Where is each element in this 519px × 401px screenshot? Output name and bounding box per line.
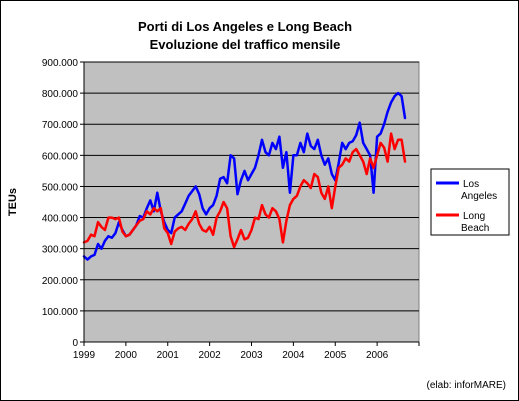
x-tick-label: 2003 (240, 350, 263, 361)
x-tick-label: 2006 (366, 350, 389, 361)
legend: Los Angeles Long Beach (430, 168, 510, 236)
chart-title: Porti di Los Angeles e Long Beach (138, 19, 352, 34)
y-tick-label: 500.000 (42, 182, 79, 193)
x-tick-label: 2004 (282, 350, 305, 361)
legend-label-los-angeles: Los Angeles (461, 179, 497, 202)
x-tick-label: 2005 (324, 350, 347, 361)
series-line-long-beach (82, 132, 407, 249)
credit-note: (elab: inforMARE) (427, 380, 506, 391)
y-tick-label: 400.000 (42, 214, 79, 225)
x-tick-label: 2001 (157, 350, 180, 361)
y-tick-label: 800.000 (42, 89, 79, 100)
y-tick-label: 900.000 (42, 58, 79, 69)
y-tick-label: 100.000 (42, 307, 79, 318)
x-tick-label: 2000 (115, 350, 138, 361)
y-tick-label: 700.000 (42, 120, 79, 131)
x-tick-label: 1999 (73, 350, 96, 361)
x-tick-label: 2002 (199, 350, 222, 361)
legend-label-long-beach: Long Beach (461, 211, 489, 234)
plot-area (83, 61, 420, 343)
series-layer (82, 91, 407, 261)
legend-box (430, 168, 510, 236)
grid-lines (84, 61, 419, 312)
y-tick-label: 0 (72, 338, 78, 349)
y-axis-label: TEUs (7, 188, 19, 216)
y-tick-label: 600.000 (42, 151, 79, 162)
axes: 0 100.000 200.000 300.000 400.000 500.000 600.… (42, 58, 420, 361)
y-tick-label: 300.000 (42, 245, 79, 256)
chart-subtitle: Evoluzione del traffico mensile (150, 37, 341, 52)
y-tick-label: 200.000 (42, 276, 79, 287)
